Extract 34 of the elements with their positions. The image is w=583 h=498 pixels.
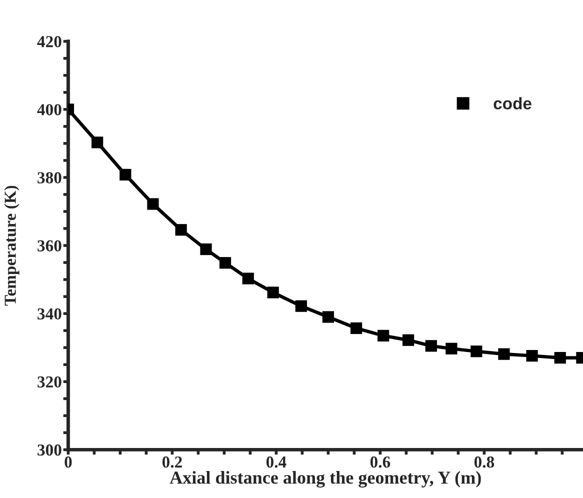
point <box>446 342 458 354</box>
point <box>322 311 334 323</box>
x-tick-label: 0.4 <box>266 456 286 468</box>
point <box>92 136 104 148</box>
point <box>526 350 538 362</box>
y-tick-label: 340 <box>38 308 62 320</box>
point <box>554 352 566 364</box>
point <box>402 334 414 346</box>
point <box>147 198 159 210</box>
point <box>120 168 132 181</box>
x-tick-label: 0.6 <box>370 456 390 468</box>
y-tick-label: 320 <box>38 376 62 388</box>
point <box>350 322 362 334</box>
point <box>200 243 212 256</box>
point <box>378 330 390 342</box>
x-tick-label: 0.8 <box>474 456 494 468</box>
x-tick-label: 0.2 <box>162 456 182 468</box>
point <box>175 224 187 236</box>
point <box>267 286 279 298</box>
x-tick-label: 0 <box>64 456 72 468</box>
legend-label: code <box>494 97 532 110</box>
y-tick-label: 300 <box>38 444 62 456</box>
point <box>219 257 232 269</box>
point <box>242 272 254 284</box>
y-tick-label: 420 <box>37 36 62 48</box>
y-tick-label: 400 <box>37 104 62 116</box>
point <box>425 340 437 352</box>
y-tick-label: 380 <box>38 172 62 184</box>
y-tick-label: 360 <box>38 240 62 252</box>
point <box>470 346 482 358</box>
point <box>295 300 307 312</box>
x-axis-title: Axial distance along the geometry, Y (m) <box>170 471 481 488</box>
point <box>498 348 510 360</box>
y-axis-title: Temperature (K) <box>4 186 20 306</box>
